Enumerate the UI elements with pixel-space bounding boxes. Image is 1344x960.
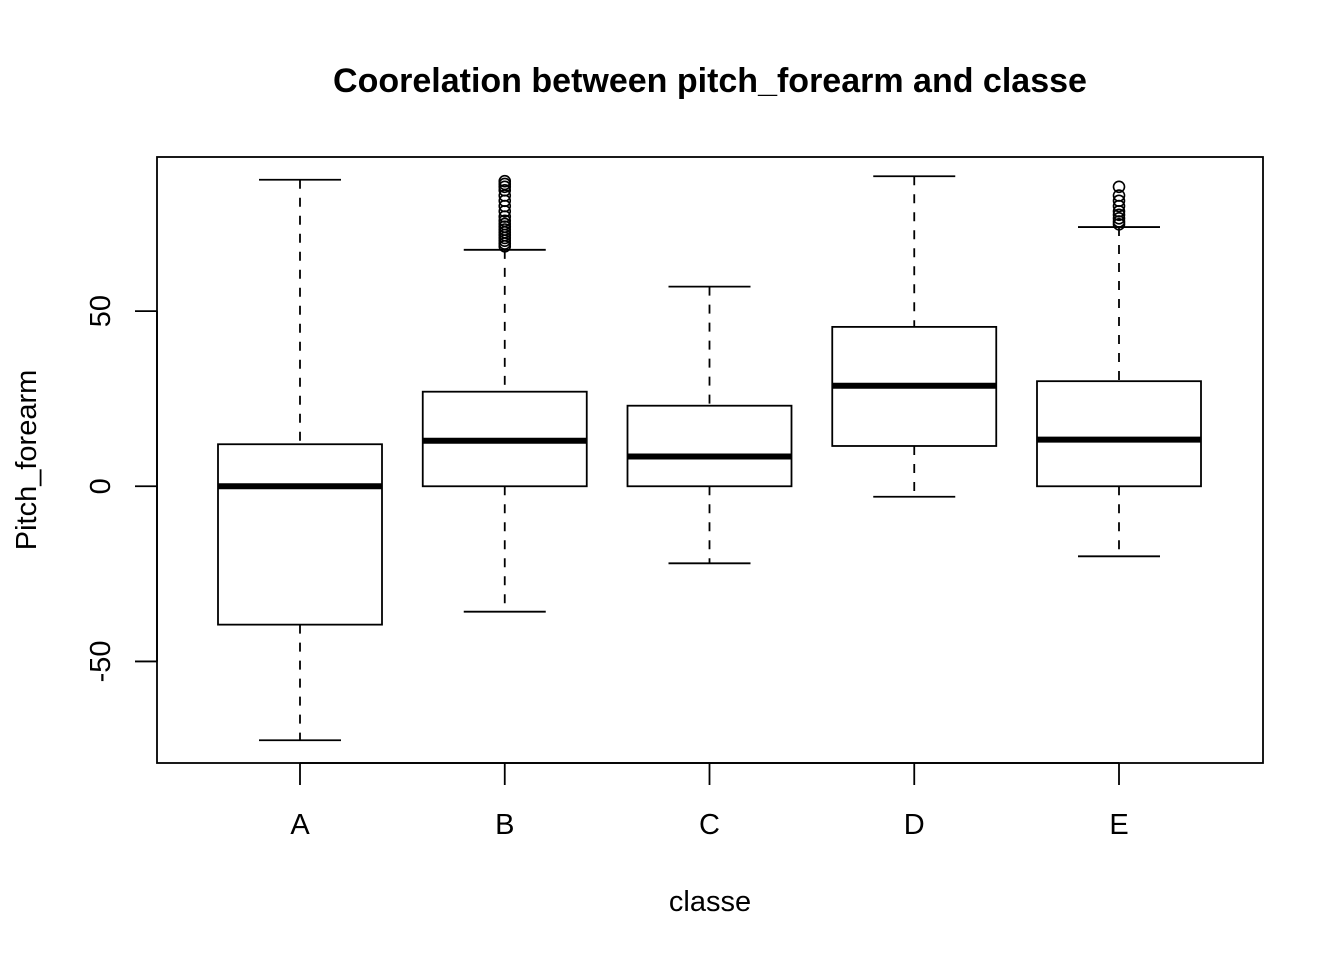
outlier-point: [1112, 208, 1126, 222]
box-iqr: [1036, 380, 1202, 488]
y-tick-label: 0: [85, 478, 117, 494]
box-iqr: [626, 404, 793, 488]
box-iqr: [217, 443, 383, 626]
outlier-point: [498, 214, 512, 228]
box-E: [1036, 180, 1202, 558]
x-tick-label: B: [495, 809, 514, 841]
box-A: [217, 178, 383, 742]
chart-title: Coorelation between pitch_forearm and cl…: [333, 62, 1087, 100]
x-axis-label: classe: [669, 886, 751, 918]
outlier-point: [498, 183, 512, 197]
box-D: [831, 175, 998, 498]
outlier-point: [498, 217, 512, 231]
box-B: [421, 174, 588, 613]
x-tick-label: E: [1109, 809, 1128, 841]
outlier-point: [1112, 194, 1126, 208]
x-tick-label: D: [904, 809, 925, 841]
box-C: [626, 285, 793, 565]
outlier-point: [1112, 180, 1126, 194]
y-tick-label: 50: [85, 295, 117, 327]
y-tick-label: -50: [85, 640, 117, 682]
x-axis: A B C D E: [290, 762, 1129, 841]
outlier-point: [498, 174, 512, 188]
outlier-point: [1112, 215, 1126, 228]
y-axis: -50 0 50: [85, 295, 158, 682]
y-axis-label: Pitch_forearm: [11, 370, 43, 551]
x-tick-label: A: [290, 809, 310, 841]
outlier-point: [1112, 212, 1126, 225]
x-tick-label: C: [699, 809, 720, 841]
outlier-point: [1112, 189, 1126, 202]
boxes-group: [217, 174, 1202, 742]
